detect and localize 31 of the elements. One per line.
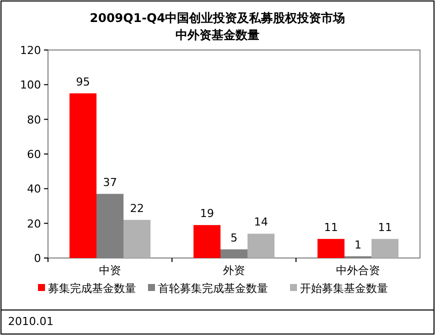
data-label: 11 (324, 220, 338, 234)
data-label: 5 (230, 231, 238, 244)
bar (248, 234, 274, 258)
data-label: 22 (130, 202, 144, 215)
x-tick-label: 外资 (223, 264, 245, 277)
data-label: 11 (378, 220, 392, 234)
chart-subtitle: 中外资基金数量 (176, 28, 260, 42)
y-tick-label: 0 (34, 252, 41, 265)
x-tick-label: 中资 (99, 264, 121, 277)
y-tick-label: 100 (20, 78, 41, 92)
bar (318, 238, 344, 258)
y-tick-label: 20 (27, 217, 41, 230)
y-tick-label: 80 (27, 113, 41, 126)
y-tick-label: 40 (27, 182, 41, 196)
data-label: 1 (354, 238, 362, 252)
legend-label: 开始募集基金数量 (300, 282, 388, 295)
text: 2010.01 (8, 315, 54, 328)
bar (70, 93, 96, 258)
x-tick-label: 中外合资 (336, 264, 380, 277)
bar (194, 225, 220, 258)
y-tick-label: 60 (27, 148, 41, 161)
legend-label: 募集完成基金数量 (48, 282, 136, 295)
chart-title: 2009Q1-Q4中国创业投资及私募股权投资市场 (90, 11, 346, 25)
data-label: 14 (254, 216, 268, 229)
legend-label: 首轮募集完成基金数量 (158, 282, 268, 295)
data-label: 95 (76, 75, 90, 88)
bar (372, 238, 398, 258)
y-tick-label: 120 (20, 44, 41, 57)
data-label: 37 (103, 176, 117, 189)
bar (124, 220, 150, 258)
data-label: 19 (200, 207, 214, 220)
